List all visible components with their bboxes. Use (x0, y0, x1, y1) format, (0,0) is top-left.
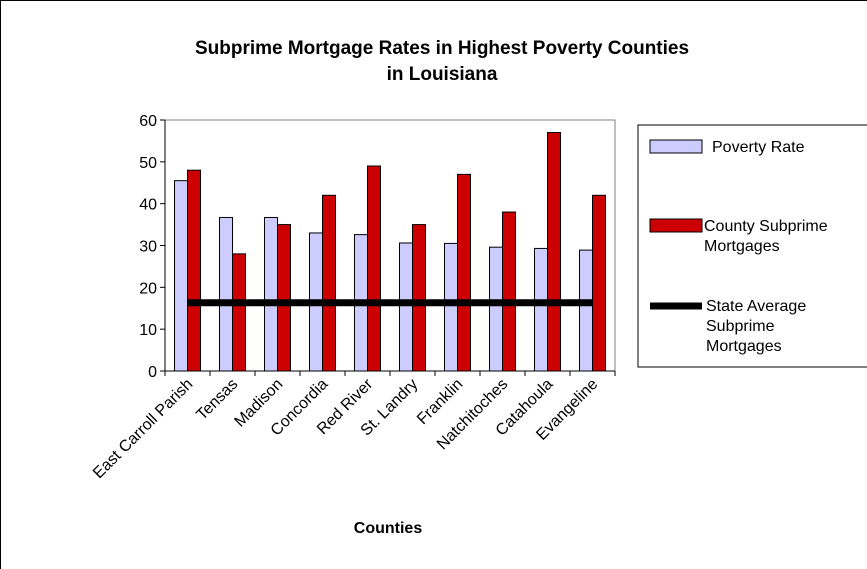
bar-poverty-rate (444, 242, 458, 372)
bar-county-subprime (322, 194, 336, 372)
y-tick-label: 0 (148, 364, 157, 381)
y-tick-label: 60 (139, 113, 157, 130)
y-tick-label: 20 (139, 280, 157, 297)
bar-county-subprime (547, 132, 561, 372)
bar-county-subprime (277, 224, 291, 372)
bar-poverty-rate (174, 180, 188, 372)
legend-label-state-average-line1: State Average (706, 298, 806, 315)
y-tick-label: 50 (139, 155, 157, 172)
legend-label-poverty-rate: Poverty Rate (712, 139, 805, 156)
bar-poverty-rate (219, 216, 233, 372)
bar-poverty-rate (399, 242, 413, 372)
legend: Poverty Rate County Subprime Mortgages S… (637, 124, 867, 368)
x-tick-label: East Carroll Parish (90, 376, 196, 482)
y-tick-label: 30 (139, 239, 157, 256)
bar-poverty-rate (489, 246, 503, 372)
legend-swatch-county-subprime (649, 218, 703, 233)
legend-label-state-average-line2: Subprime (706, 318, 775, 335)
x-axis-label: Counties (354, 520, 423, 537)
legend-box (637, 124, 867, 368)
bar-poverty-rate (264, 216, 278, 372)
chart-title-line2: in Louisiana (387, 64, 498, 85)
bar-county-subprime (232, 253, 246, 372)
legend-label-county-subprime-line1: County Subprime (704, 218, 828, 235)
y-tick-label: 40 (139, 197, 157, 214)
legend-label-county-subprime-line2: Mortgages (704, 238, 780, 255)
bar-county-subprime (592, 194, 606, 372)
legend-swatch-poverty-rate (649, 139, 703, 154)
bar-county-subprime (457, 173, 471, 372)
bar-county-subprime (412, 224, 426, 372)
bar-county-subprime (502, 211, 516, 372)
bar-poverty-rate (534, 247, 548, 372)
legend-label-state-average-line3: Mortgages (706, 338, 782, 355)
y-tick-label: 10 (139, 322, 157, 339)
bar-county-subprime (187, 169, 201, 372)
chart-title-line1: Subprime Mortgage Rates in Highest Pover… (195, 38, 689, 59)
bar-county-subprime (367, 165, 381, 372)
bar-poverty-rate (579, 249, 593, 372)
